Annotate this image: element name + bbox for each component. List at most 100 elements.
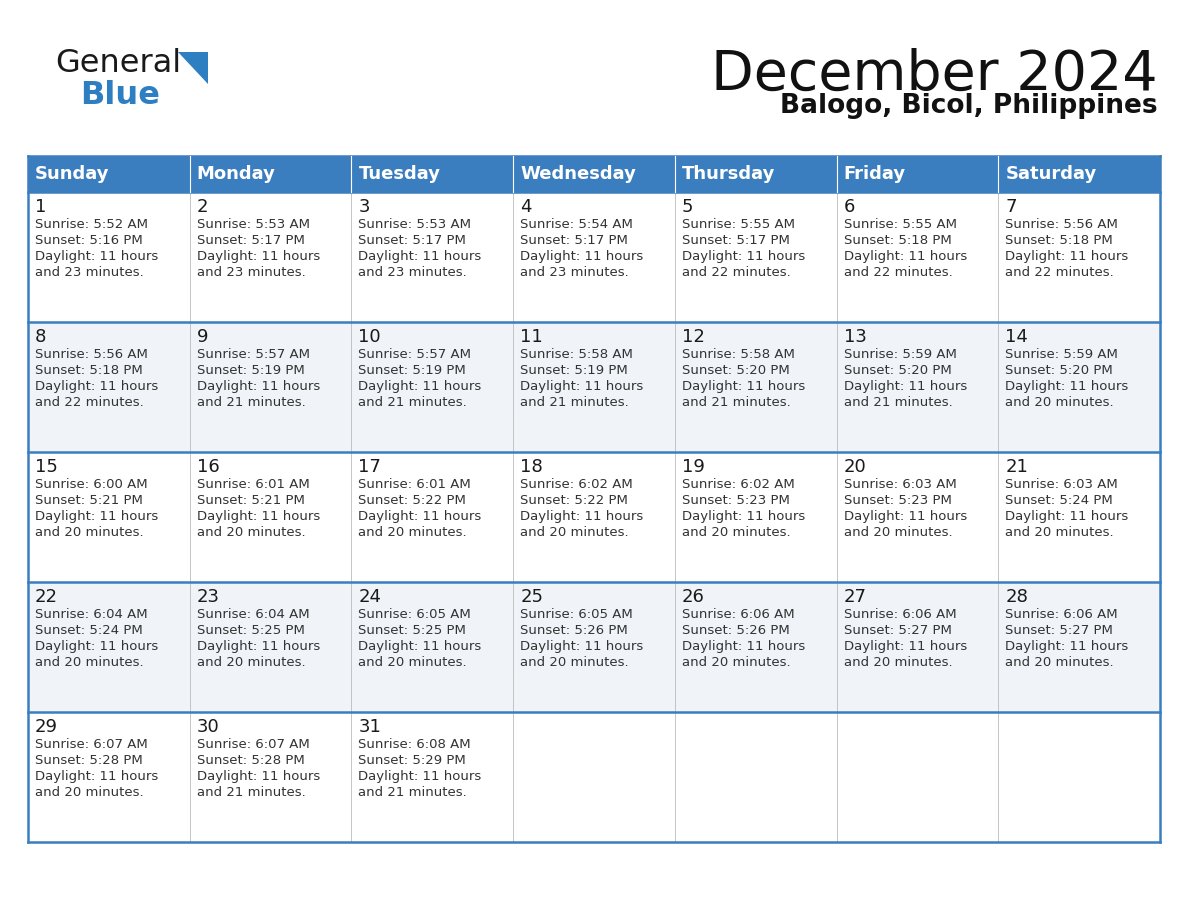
Text: Sunset: 5:21 PM: Sunset: 5:21 PM xyxy=(197,494,304,507)
Text: and 21 minutes.: and 21 minutes. xyxy=(359,786,467,799)
Text: Sunset: 5:18 PM: Sunset: 5:18 PM xyxy=(843,234,952,247)
Text: Sunset: 5:23 PM: Sunset: 5:23 PM xyxy=(843,494,952,507)
Text: Sunset: 5:19 PM: Sunset: 5:19 PM xyxy=(359,364,466,377)
Text: Sunrise: 5:56 AM: Sunrise: 5:56 AM xyxy=(1005,218,1118,231)
Text: Sunset: 5:25 PM: Sunset: 5:25 PM xyxy=(359,624,467,637)
Text: Sunset: 5:22 PM: Sunset: 5:22 PM xyxy=(359,494,467,507)
Text: Sunrise: 6:02 AM: Sunrise: 6:02 AM xyxy=(682,478,795,491)
Text: 28: 28 xyxy=(1005,588,1028,606)
Bar xyxy=(29,582,1159,712)
Text: and 20 minutes.: and 20 minutes. xyxy=(843,526,953,539)
Text: and 20 minutes.: and 20 minutes. xyxy=(843,656,953,669)
Text: Sunrise: 6:05 AM: Sunrise: 6:05 AM xyxy=(359,608,472,621)
Text: and 20 minutes.: and 20 minutes. xyxy=(682,656,790,669)
Bar xyxy=(29,712,1159,842)
Text: 31: 31 xyxy=(359,718,381,736)
Text: Sunset: 5:29 PM: Sunset: 5:29 PM xyxy=(359,754,466,767)
Text: 10: 10 xyxy=(359,328,381,346)
Bar xyxy=(29,192,1159,322)
Text: Daylight: 11 hours: Daylight: 11 hours xyxy=(682,510,805,523)
Text: Sunset: 5:26 PM: Sunset: 5:26 PM xyxy=(520,624,628,637)
Text: Sunset: 5:21 PM: Sunset: 5:21 PM xyxy=(34,494,143,507)
Text: Thursday: Thursday xyxy=(682,165,776,183)
Text: 30: 30 xyxy=(197,718,220,736)
Text: Sunrise: 6:03 AM: Sunrise: 6:03 AM xyxy=(843,478,956,491)
Text: Daylight: 11 hours: Daylight: 11 hours xyxy=(34,510,158,523)
Text: Tuesday: Tuesday xyxy=(359,165,441,183)
Text: Daylight: 11 hours: Daylight: 11 hours xyxy=(359,250,481,263)
Text: Sunset: 5:24 PM: Sunset: 5:24 PM xyxy=(34,624,143,637)
Text: Sunset: 5:27 PM: Sunset: 5:27 PM xyxy=(1005,624,1113,637)
Text: and 23 minutes.: and 23 minutes. xyxy=(197,266,305,279)
Text: Sunset: 5:18 PM: Sunset: 5:18 PM xyxy=(34,364,143,377)
Text: Balogo, Bicol, Philippines: Balogo, Bicol, Philippines xyxy=(781,93,1158,119)
Text: 19: 19 xyxy=(682,458,704,476)
Text: 13: 13 xyxy=(843,328,866,346)
Text: Blue: Blue xyxy=(80,80,160,111)
Text: Daylight: 11 hours: Daylight: 11 hours xyxy=(682,640,805,653)
Text: Sunset: 5:17 PM: Sunset: 5:17 PM xyxy=(359,234,467,247)
Text: and 23 minutes.: and 23 minutes. xyxy=(359,266,467,279)
Text: Sunset: 5:17 PM: Sunset: 5:17 PM xyxy=(520,234,628,247)
Text: 8: 8 xyxy=(34,328,46,346)
Text: Sunday: Sunday xyxy=(34,165,109,183)
Text: and 22 minutes.: and 22 minutes. xyxy=(1005,266,1114,279)
Text: Daylight: 11 hours: Daylight: 11 hours xyxy=(34,770,158,783)
Text: Sunset: 5:20 PM: Sunset: 5:20 PM xyxy=(682,364,790,377)
Text: Sunrise: 6:07 AM: Sunrise: 6:07 AM xyxy=(197,738,309,751)
Text: Daylight: 11 hours: Daylight: 11 hours xyxy=(34,250,158,263)
Text: 12: 12 xyxy=(682,328,704,346)
Text: 27: 27 xyxy=(843,588,866,606)
Text: Sunrise: 6:06 AM: Sunrise: 6:06 AM xyxy=(1005,608,1118,621)
Text: 22: 22 xyxy=(34,588,58,606)
Text: Sunset: 5:28 PM: Sunset: 5:28 PM xyxy=(197,754,304,767)
Text: 24: 24 xyxy=(359,588,381,606)
Text: Daylight: 11 hours: Daylight: 11 hours xyxy=(843,510,967,523)
Text: Wednesday: Wednesday xyxy=(520,165,636,183)
Text: Sunrise: 6:02 AM: Sunrise: 6:02 AM xyxy=(520,478,633,491)
Text: 1: 1 xyxy=(34,198,46,216)
Text: and 20 minutes.: and 20 minutes. xyxy=(1005,656,1114,669)
Text: Daylight: 11 hours: Daylight: 11 hours xyxy=(197,770,320,783)
Text: Sunrise: 6:00 AM: Sunrise: 6:00 AM xyxy=(34,478,147,491)
Bar xyxy=(998,156,1159,192)
Text: 2: 2 xyxy=(197,198,208,216)
Text: and 20 minutes.: and 20 minutes. xyxy=(197,656,305,669)
Text: Sunrise: 5:57 AM: Sunrise: 5:57 AM xyxy=(197,348,310,361)
Bar xyxy=(513,156,675,192)
Text: Saturday: Saturday xyxy=(1005,165,1097,183)
Text: Daylight: 11 hours: Daylight: 11 hours xyxy=(197,380,320,393)
Text: and 20 minutes.: and 20 minutes. xyxy=(34,786,144,799)
Text: Daylight: 11 hours: Daylight: 11 hours xyxy=(682,250,805,263)
Text: Daylight: 11 hours: Daylight: 11 hours xyxy=(359,380,481,393)
Text: Sunset: 5:26 PM: Sunset: 5:26 PM xyxy=(682,624,790,637)
Text: and 20 minutes.: and 20 minutes. xyxy=(34,526,144,539)
Text: Daylight: 11 hours: Daylight: 11 hours xyxy=(1005,640,1129,653)
Text: and 20 minutes.: and 20 minutes. xyxy=(520,656,628,669)
Text: 7: 7 xyxy=(1005,198,1017,216)
Bar xyxy=(836,156,998,192)
Text: Sunrise: 6:06 AM: Sunrise: 6:06 AM xyxy=(682,608,795,621)
Text: Sunset: 5:24 PM: Sunset: 5:24 PM xyxy=(1005,494,1113,507)
Text: 6: 6 xyxy=(843,198,855,216)
Text: Sunrise: 6:03 AM: Sunrise: 6:03 AM xyxy=(1005,478,1118,491)
Text: Daylight: 11 hours: Daylight: 11 hours xyxy=(359,640,481,653)
Text: Sunrise: 5:53 AM: Sunrise: 5:53 AM xyxy=(359,218,472,231)
Bar xyxy=(29,452,1159,582)
Text: Sunset: 5:20 PM: Sunset: 5:20 PM xyxy=(843,364,952,377)
Text: and 21 minutes.: and 21 minutes. xyxy=(197,396,305,409)
Bar xyxy=(29,156,190,192)
Text: and 20 minutes.: and 20 minutes. xyxy=(1005,396,1114,409)
Text: and 21 minutes.: and 21 minutes. xyxy=(682,396,790,409)
Text: Sunrise: 5:56 AM: Sunrise: 5:56 AM xyxy=(34,348,147,361)
Text: Sunrise: 6:04 AM: Sunrise: 6:04 AM xyxy=(197,608,309,621)
Text: Sunrise: 5:58 AM: Sunrise: 5:58 AM xyxy=(520,348,633,361)
Text: 3: 3 xyxy=(359,198,369,216)
Text: December 2024: December 2024 xyxy=(712,48,1158,102)
Text: Sunrise: 5:53 AM: Sunrise: 5:53 AM xyxy=(197,218,310,231)
Text: and 22 minutes.: and 22 minutes. xyxy=(843,266,953,279)
Text: 5: 5 xyxy=(682,198,694,216)
Text: 9: 9 xyxy=(197,328,208,346)
Text: Sunset: 5:23 PM: Sunset: 5:23 PM xyxy=(682,494,790,507)
Text: and 22 minutes.: and 22 minutes. xyxy=(682,266,790,279)
